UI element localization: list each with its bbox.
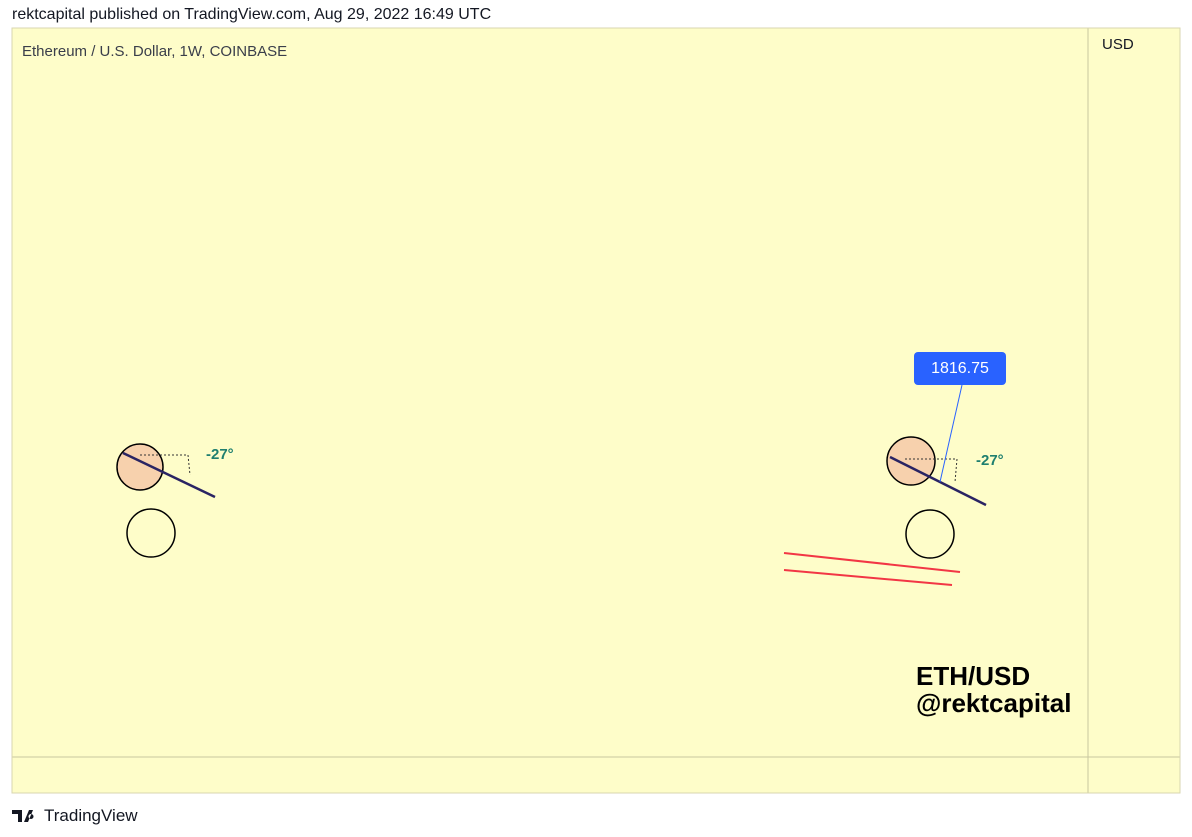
angle-guide xyxy=(905,458,958,483)
angle-label: -27° xyxy=(206,446,234,463)
axis-label-bg xyxy=(1090,31,1178,57)
angle-guide xyxy=(140,454,191,476)
callout-box xyxy=(914,352,1006,385)
chart-background xyxy=(12,28,1180,793)
circle xyxy=(126,508,176,558)
callout-pointer xyxy=(939,384,963,483)
angle-label: -27° xyxy=(976,452,1004,469)
logo xyxy=(12,810,34,822)
watermark: ETH/USD xyxy=(916,661,1030,691)
trendline xyxy=(783,569,953,586)
y-axis-label: USD xyxy=(1102,36,1134,53)
circle xyxy=(886,436,936,486)
brand: TradingView xyxy=(44,806,138,825)
trendline xyxy=(122,451,216,499)
trendline xyxy=(889,455,987,507)
publish-header: rektcapital published on TradingView.com… xyxy=(12,6,492,23)
trendline xyxy=(783,552,961,573)
chart: 1816.75 -27° -27° ETH/USD @rektcapital E… xyxy=(11,27,1181,794)
circle xyxy=(905,509,955,559)
symbol-title: Ethereum / U.S. Dollar, 1W, COINBASE xyxy=(22,43,287,60)
frame xyxy=(11,27,1181,794)
drawings: 1816.75 -27° -27° ETH/USD @rektcapital xyxy=(116,352,1071,718)
circle xyxy=(116,443,164,491)
watermark: @rektcapital xyxy=(916,688,1071,718)
footer: TradingView xyxy=(12,806,138,826)
callout-label: 1816.75 xyxy=(931,360,989,377)
